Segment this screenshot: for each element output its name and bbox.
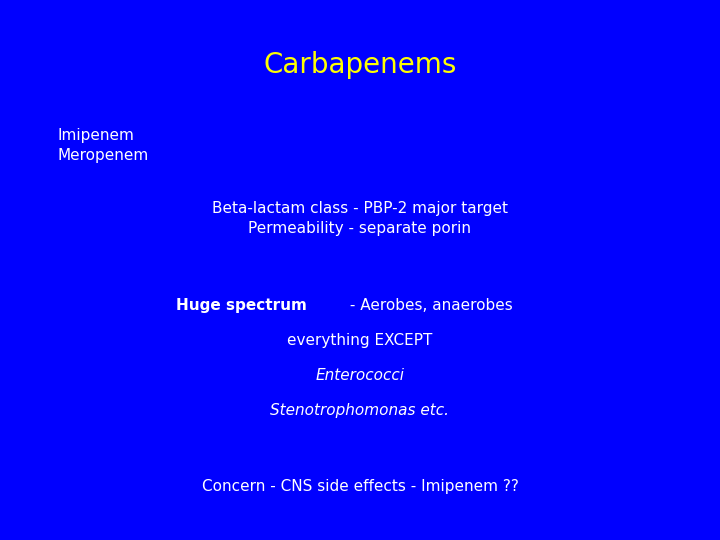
- Text: everything EXCEPT: everything EXCEPT: [287, 333, 433, 348]
- Text: Huge spectrum: Huge spectrum: [176, 298, 307, 313]
- Text: Concern - CNS side effects - Imipenem ??: Concern - CNS side effects - Imipenem ??: [202, 478, 518, 494]
- Text: Beta-lactam class - PBP-2 major target
Permeability - separate porin: Beta-lactam class - PBP-2 major target P…: [212, 201, 508, 236]
- Text: Carbapenems: Carbapenems: [264, 51, 456, 79]
- Text: Stenotrophomonas etc.: Stenotrophomonas etc.: [271, 403, 449, 418]
- Text: Imipenem
Meropenem: Imipenem Meropenem: [58, 129, 149, 163]
- Text: Enterococci: Enterococci: [315, 368, 405, 383]
- Text: - Aerobes, anaerobes: - Aerobes, anaerobes: [345, 298, 513, 313]
